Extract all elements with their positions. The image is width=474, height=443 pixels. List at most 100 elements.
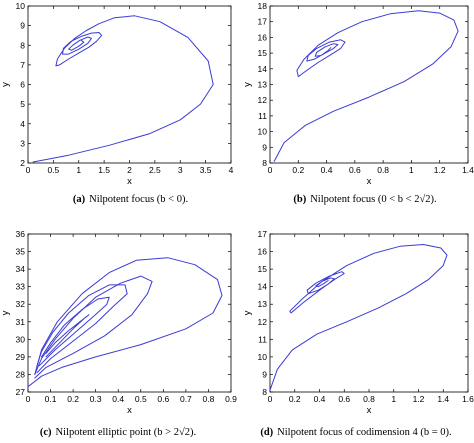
y-tick-label-c: 27 [16, 387, 26, 397]
orbit-curve-c-5 [45, 314, 90, 358]
x-tick-label-b: 1.2 [434, 165, 446, 175]
x-tick-label-c: 0.3 [90, 394, 102, 404]
orbit-curve-c-2 [34, 275, 153, 379]
orbit-curve-b-1 [273, 10, 459, 162]
plot-frame-b [269, 5, 469, 164]
x-tick-label-a: 3.5 [200, 165, 212, 175]
x-tick-label-a: 1 [76, 165, 81, 175]
caption-a: (a) Nilpotent focus (b < 0). [28, 194, 233, 205]
y-tick-label-c: 32 [16, 299, 26, 309]
x-tick-label-d: 1.6 [462, 394, 474, 404]
x-tick-label-d: 0.6 [338, 394, 350, 404]
y-tick-label-a: 3 [20, 138, 25, 148]
caption-text-b: Nilpotent focus (0 < b < 2√2). [310, 194, 437, 205]
y-tick-label-c: 31 [16, 317, 26, 327]
x-tick-label-c: 0 [26, 394, 31, 404]
x-tick-label-c: 0.7 [180, 394, 192, 404]
y-tick-label-b: 17 [258, 17, 268, 27]
y-tick-label-a: 8 [20, 40, 25, 50]
x-tick-label-a: 4 [229, 165, 234, 175]
panel-label-c: (c) [39, 427, 52, 438]
caption-c: (c) Nilpotent elliptic point (b > 2√2). [2, 427, 234, 438]
orbit-curve-d-1 [269, 244, 448, 391]
y-tick-label-c: 29 [16, 352, 26, 362]
y-tick-label-a: 5 [20, 99, 25, 109]
plot-frame-d [269, 233, 469, 393]
x-tick-label-c: 0.6 [157, 394, 169, 404]
x-axis-label-a: x [127, 176, 132, 187]
orbit-curve-c-3 [36, 284, 128, 374]
y-tick-label-b: 14 [258, 64, 268, 74]
x-axis-label-b: x [367, 176, 372, 187]
x-tick-label-b: 0.8 [377, 165, 389, 175]
chart-panel-d: 0 0.2 0.4 0.6 0.8 1 1.2 1.4 1.6 8 9 10 11 12 13 14 15 16 1… [242, 229, 474, 416]
y-tick-label-b: 8 [262, 158, 267, 168]
caption-text-a: Nilpotent focus (b < 0). [89, 194, 189, 205]
x-tick-label-d: 0 [268, 394, 273, 404]
x-tick-label-c: 0.8 [203, 394, 215, 404]
x-tick-label-b: 0.4 [321, 165, 333, 175]
y-tick-label-a: 2 [20, 158, 25, 168]
x-tick-label-b: 1.4 [462, 165, 474, 175]
x-tick-label-d: 0.2 [289, 394, 301, 404]
y-tick-label-b: 9 [262, 142, 267, 152]
orbit-curve-c-1 [27, 257, 223, 388]
y-tick-label-d: 15 [258, 264, 268, 274]
y-tick-label-d: 11 [258, 334, 267, 344]
x-tick-label-d: 1 [391, 394, 396, 404]
y-tick-label-b: 18 [258, 1, 268, 11]
orbit-curve-a-1 [32, 15, 214, 163]
y-tick-label-a: 6 [20, 80, 25, 90]
y-axis-label-b: y [242, 82, 253, 87]
y-tick-label-d: 13 [258, 299, 268, 309]
y-tick-label-d: 17 [258, 229, 268, 239]
y-axis-label-c: y [0, 310, 11, 315]
x-tick-label-b: 1 [409, 165, 414, 175]
x-tick-label-b: 0.2 [292, 165, 304, 175]
y-tick-label-c: 35 [16, 247, 26, 257]
y-tick-label-c: 30 [16, 334, 26, 344]
x-tick-label-a: 1.5 [98, 165, 110, 175]
x-tick-label-d: 0.4 [314, 394, 326, 404]
y-tick-label-b: 13 [258, 80, 268, 90]
x-tick-label-c: 0.5 [135, 394, 147, 404]
caption-text-c: Nilpotent elliptic point (b > 2√2). [55, 427, 197, 438]
panel-label-a: (a) [72, 194, 86, 205]
caption-b: (b) Nilpotent focus (0 < b < 2√2). [258, 194, 472, 205]
y-tick-label-c: 28 [16, 369, 26, 379]
y-tick-label-c: 34 [16, 264, 26, 274]
chart-panel-c: 0 0.1 0.2 0.3 0.4 0.5 0.6 0.7 0.8 0.9 27 28 29 30 31 32… [0, 229, 237, 416]
y-tick-label-a: 9 [20, 21, 25, 31]
y-tick-label-c: 36 [16, 229, 26, 239]
x-tick-label-c: 0.9 [225, 394, 237, 404]
orbit-curve-c-4 [38, 296, 110, 367]
x-tick-label-b: 0.6 [349, 165, 361, 175]
x-tick-label-c: 0.1 [45, 394, 57, 404]
panel-label-d: (d) [260, 427, 274, 438]
y-tick-label-d: 12 [258, 317, 268, 327]
y-tick-label-a: 10 [16, 1, 26, 11]
x-axis-label-d: x [367, 405, 372, 416]
y-axis-label-d: y [242, 310, 253, 315]
y-tick-label-c: 33 [16, 282, 26, 292]
caption-text-d: Nilpotent focus of codimension 4 (b = 0)… [277, 427, 452, 438]
y-axis-label-a: y [0, 82, 11, 87]
chart-panel-a: 0 0.5 1 1.5 2 2.5 3 3.5 4 2 3 4 5 6 7 8 9 10 x y [0, 1, 234, 187]
y-tick-label-b: 12 [258, 95, 268, 105]
y-tick-label-d: 8 [262, 387, 267, 397]
x-tick-label-c: 0.2 [67, 394, 79, 404]
y-tick-label-d: 9 [262, 369, 267, 379]
x-tick-label-a: 3 [178, 165, 183, 175]
x-tick-label-d: 1.2 [413, 394, 425, 404]
y-tick-label-a: 4 [20, 119, 25, 129]
y-tick-label-b: 15 [258, 48, 268, 58]
x-tick-label-a: 2.5 [149, 165, 161, 175]
y-tick-label-b: 16 [258, 32, 268, 42]
y-tick-label-b: 11 [258, 111, 267, 121]
y-tick-label-b: 10 [258, 127, 268, 137]
y-tick-label-d: 14 [258, 282, 268, 292]
y-tick-label-d: 16 [258, 247, 268, 257]
plot-frame-c [27, 233, 232, 393]
x-tick-label-a: 0.5 [47, 165, 59, 175]
x-tick-label-b: 0 [268, 165, 273, 175]
